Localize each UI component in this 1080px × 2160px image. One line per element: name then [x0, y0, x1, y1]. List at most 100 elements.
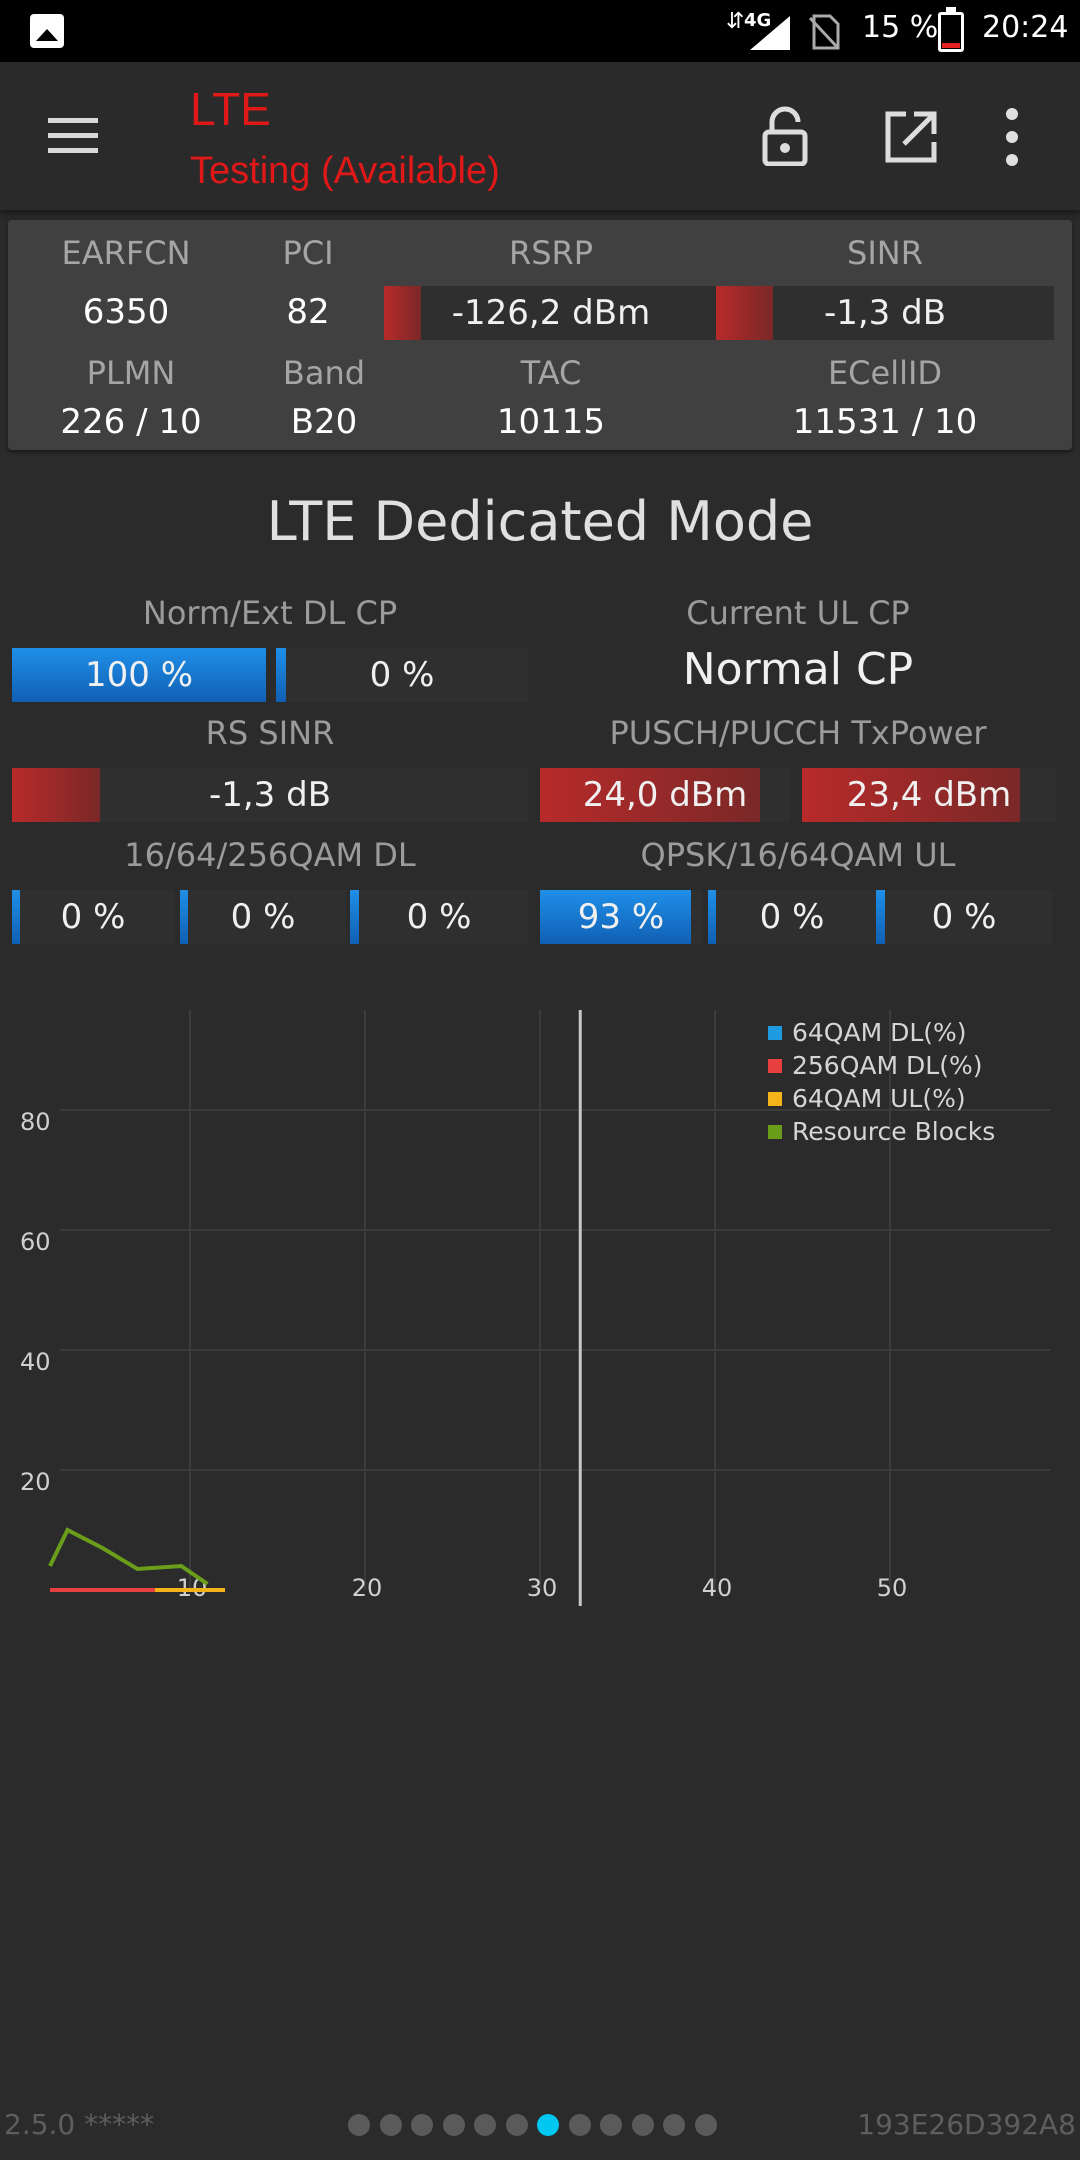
rs-sinr-meter: -1,3 dB [12, 768, 528, 822]
legend-item: 256QAM DL(%) [768, 1049, 995, 1082]
x-tick-label: 40 [702, 1574, 733, 1602]
rsrp-meter-fill [384, 286, 421, 340]
ecellid-label: ECellID [827, 354, 943, 392]
page-dot-8[interactable] [568, 2114, 591, 2136]
app-version: 2.5.0 ***** [4, 2108, 155, 2141]
tac-value: 10115 [496, 402, 606, 442]
clock: 20:24 [982, 10, 1069, 45]
more-vert-icon[interactable] [1006, 108, 1018, 166]
chart-legend: 64QAM DL(%) 256QAM DL(%) 64QAM UL(%) Resour… [768, 1016, 995, 1148]
signal-icon [750, 16, 790, 50]
page-dot-7[interactable] [537, 2114, 559, 2136]
no-sim-icon [808, 14, 840, 50]
band-value: B20 [290, 402, 358, 442]
app-bar: LTE Testing (Available) [0, 62, 1080, 210]
earfcn-label: EARFCN [61, 234, 191, 272]
status-bar: ⇵ 4G 15 % 20:24 [0, 0, 1080, 62]
pucch-txpower-meter: 23,4 dBm [802, 768, 1056, 822]
qpsk-ul-value: 93 % [577, 897, 665, 937]
legend-swatch [768, 1091, 782, 1106]
page-dot-9[interactable] [600, 2114, 622, 2136]
legend-item: 64QAM UL(%) [768, 1082, 995, 1115]
plmn-label: PLMN [86, 354, 176, 392]
qam64-dl-fill [180, 890, 189, 944]
qpsk-ul-meter: 93 % [540, 890, 702, 944]
qam16-dl-fill [12, 890, 21, 944]
qam256-dl-value: 0 % [406, 897, 472, 937]
page-dot-5[interactable] [474, 2114, 496, 2136]
page-dot-2[interactable] [379, 2114, 402, 2136]
page-indicator[interactable] [348, 2114, 726, 2136]
qam256-dl-fill [350, 890, 359, 944]
network-type: 4G [744, 10, 772, 31]
cell-info-panel: EARFCN PCI RSRP SINR 6350 82 -126,2 dBm … [8, 220, 1072, 450]
y-tick-label: 40 [20, 1348, 51, 1376]
section-title: LTE Dedicated Mode [266, 490, 814, 553]
battery-icon [938, 7, 964, 52]
lock-open-icon[interactable] [760, 106, 810, 166]
rs-sinr-fill [12, 768, 100, 822]
page-dot-3[interactable] [411, 2114, 433, 2136]
dl-normal-cp-value: 100 % [84, 655, 193, 695]
technology-title: LTE [190, 83, 271, 135]
x-tick-label: 20 [352, 1574, 383, 1602]
open-external-icon[interactable] [884, 110, 938, 164]
pci-label: PCI [282, 234, 334, 272]
legend-item: Resource Blocks [768, 1115, 995, 1148]
tac-label: TAC [520, 354, 582, 392]
ecellid-value: 11531 / 10 [792, 402, 978, 442]
qam16-ul-fill [708, 890, 717, 944]
qam64-ul-value: 0 % [931, 897, 997, 937]
rsrp-meter: -126,2 dBm [384, 286, 718, 340]
txpower-label: PUSCH/PUCCH TxPower [609, 714, 987, 752]
dl-extended-cp-fill [276, 648, 287, 702]
dl-cp-label: Norm/Ext DL CP [142, 594, 398, 632]
legend-label: Resource Blocks [792, 1117, 996, 1146]
battery-percent: 15 % [862, 10, 939, 45]
pusch-txpower-meter: 24,0 dBm [540, 768, 790, 822]
legend-swatch [768, 1025, 782, 1040]
sinr-value: -1,3 dB [823, 293, 947, 333]
qpsk-ul-fill [540, 890, 691, 944]
page-dot-12[interactable] [694, 2114, 717, 2136]
ul-cp-value: Normal CP [682, 644, 914, 695]
page-dot-1[interactable] [348, 2114, 370, 2136]
rs-sinr-label: RS SINR [205, 714, 335, 752]
qam256-dl-meter: 0 % [350, 890, 528, 944]
dl-normal-cp-fill [12, 648, 266, 702]
y-tick-label: 20 [20, 1468, 51, 1496]
qam-ul-label: QPSK/16/64QAM UL [640, 836, 956, 874]
legend-label: 64QAM DL(%) [792, 1018, 967, 1047]
x-tick-label: 30 [527, 1574, 558, 1602]
rs-sinr-value: -1,3 dB [208, 775, 332, 815]
series-line-3 [48, 1527, 209, 1586]
page-dot-4[interactable] [442, 2114, 465, 2136]
legend-label: 64QAM UL(%) [792, 1084, 966, 1113]
legend-swatch [768, 1058, 782, 1073]
sinr-label: SINR [847, 234, 923, 272]
device-id: 193E26D392A8 [857, 2108, 1076, 2141]
plmn-value: 226 / 10 [60, 402, 202, 442]
page-dot-10[interactable] [631, 2114, 654, 2136]
qam16-ul-meter: 0 % [708, 890, 876, 944]
gallery-icon [30, 14, 64, 48]
qam16-dl-meter: 0 % [12, 890, 174, 944]
page-dot-11[interactable] [663, 2114, 685, 2136]
legend-item: 64QAM DL(%) [768, 1016, 995, 1049]
menu-icon[interactable] [48, 118, 98, 154]
pucch-txpower-fill [802, 768, 1021, 822]
qam-dl-label: 16/64/256QAM DL [124, 836, 416, 874]
sinr-meter-fill [716, 286, 774, 340]
legend-swatch [768, 1124, 782, 1139]
page-dot-6[interactable] [505, 2114, 528, 2136]
rsrp-value: -126,2 dBm [451, 293, 651, 333]
status-subtitle: Testing (Available) [190, 150, 500, 192]
qam16-ul-value: 0 % [759, 897, 825, 937]
pucch-txpower-value: 23,4 dBm [846, 775, 1012, 815]
qam16-dl-value: 0 % [60, 897, 126, 937]
history-chart[interactable]: 20 40 60 80 10 20 30 40 50 [0, 990, 1080, 1630]
pusch-txpower-fill [540, 768, 760, 822]
x-tick-label: 50 [877, 1574, 908, 1602]
earfcn-value: 6350 [82, 292, 170, 332]
